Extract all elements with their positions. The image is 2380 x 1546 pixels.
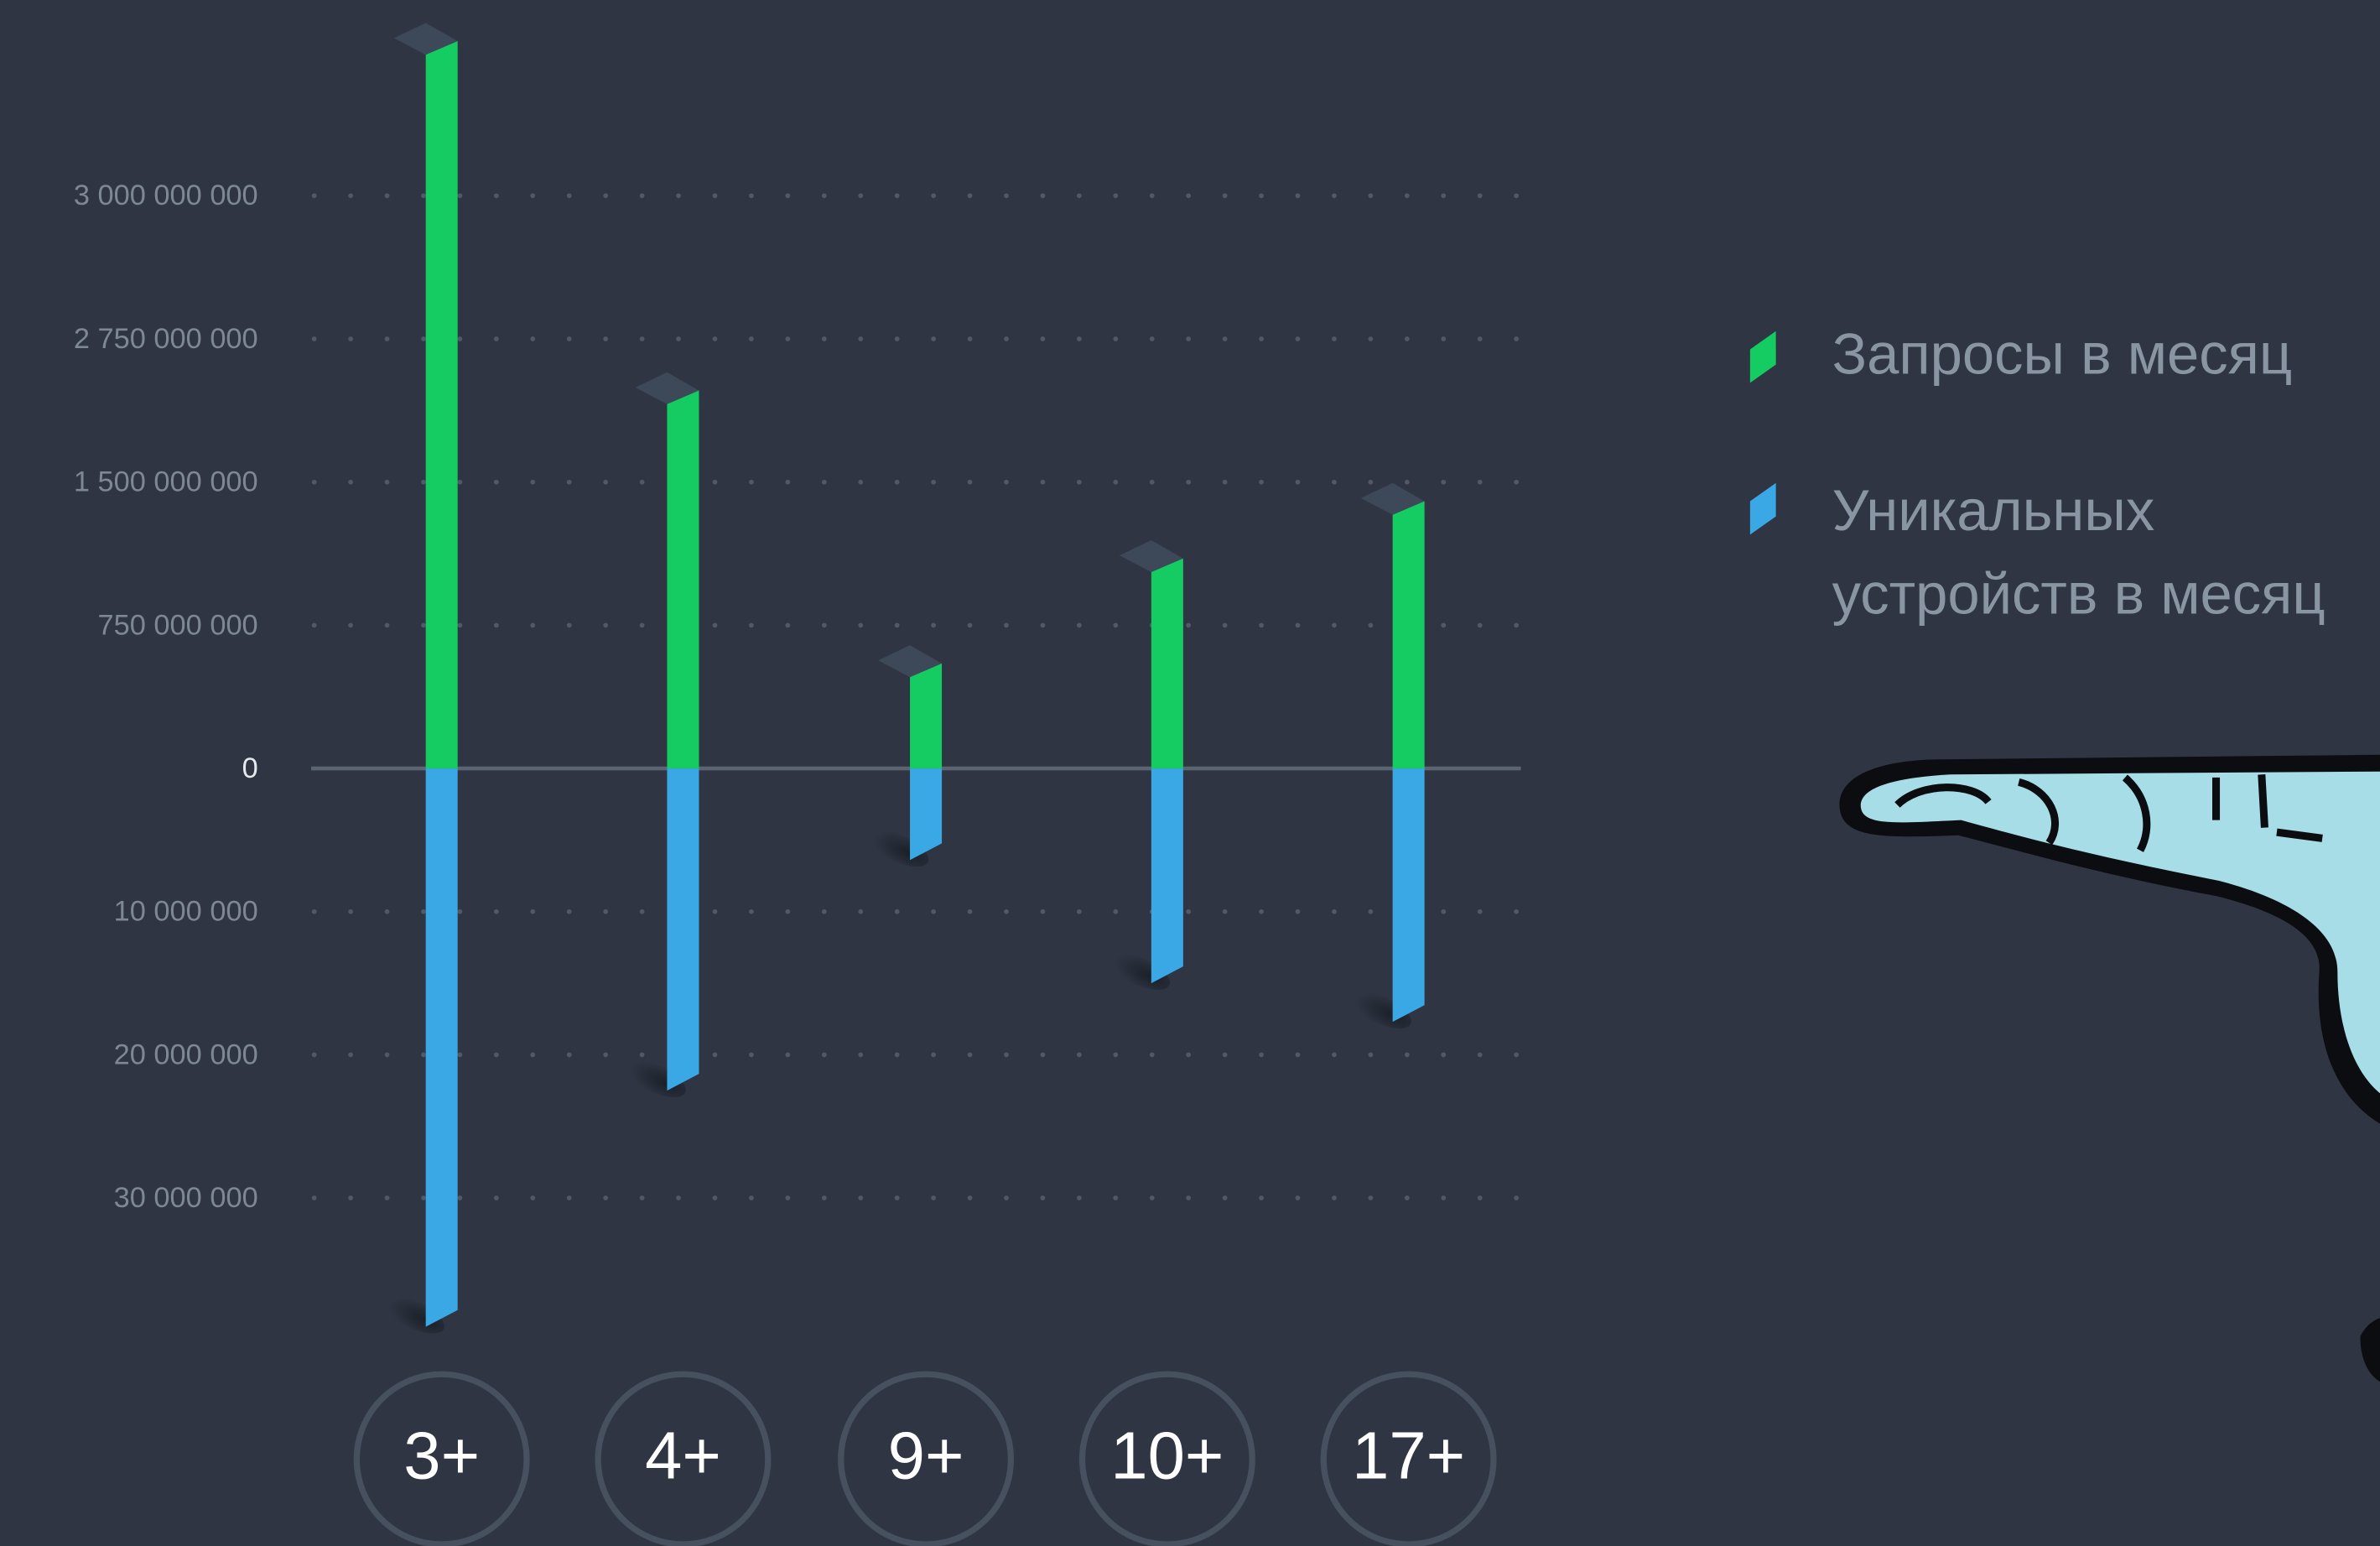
legend-item: Уникальных устройств в месяц: [1832, 471, 2380, 653]
bar: [1151, 559, 1183, 768]
y-tick-label: 1 500 000 000: [74, 466, 258, 498]
y-tick-label: 20 000 000: [114, 1038, 258, 1070]
bar: [1393, 768, 1425, 1022]
y-tick-label: 2 750 000 000: [74, 323, 258, 355]
bar: [1393, 501, 1425, 768]
x-tick-label: 3+: [403, 1418, 480, 1492]
bar: [910, 664, 942, 768]
y-tick-label: 3 000 000 000: [74, 180, 258, 211]
x-tick-label: 10+: [1110, 1418, 1224, 1492]
y-tick-label: 0: [242, 752, 258, 784]
legend-label: Запросы в месяц: [1832, 315, 2380, 398]
page-body: {"chart_data": {"type": "bar", "categori…: [0, 0, 2380, 1546]
x-tick-label: 17+: [1352, 1418, 1465, 1492]
bar: [667, 768, 699, 1091]
legend: Запросы в месяц Уникальных устройств в м…: [1750, 315, 2380, 653]
bar: [1151, 768, 1183, 983]
bar: [667, 390, 699, 768]
chart: Запросы в месяц Уникальных устройств в м…: [0, 0, 2380, 1546]
bar: [426, 768, 458, 1327]
x-tick-label: 9+: [888, 1418, 964, 1492]
page: Chart html, body { margin: 0; padding: 0…: [0, 0, 2380, 1546]
legend-item: Запросы в месяц: [1832, 315, 2380, 406]
y-tick-label: 30 000 000: [114, 1182, 258, 1214]
x-tick-label: 4+: [645, 1418, 721, 1492]
legend-label: Уникальных устройств в месяц: [1832, 471, 2380, 638]
bar: [426, 41, 458, 768]
y-tick-label: 750 000 000: [98, 609, 258, 641]
y-tick-label: 10 000 000: [114, 896, 258, 928]
